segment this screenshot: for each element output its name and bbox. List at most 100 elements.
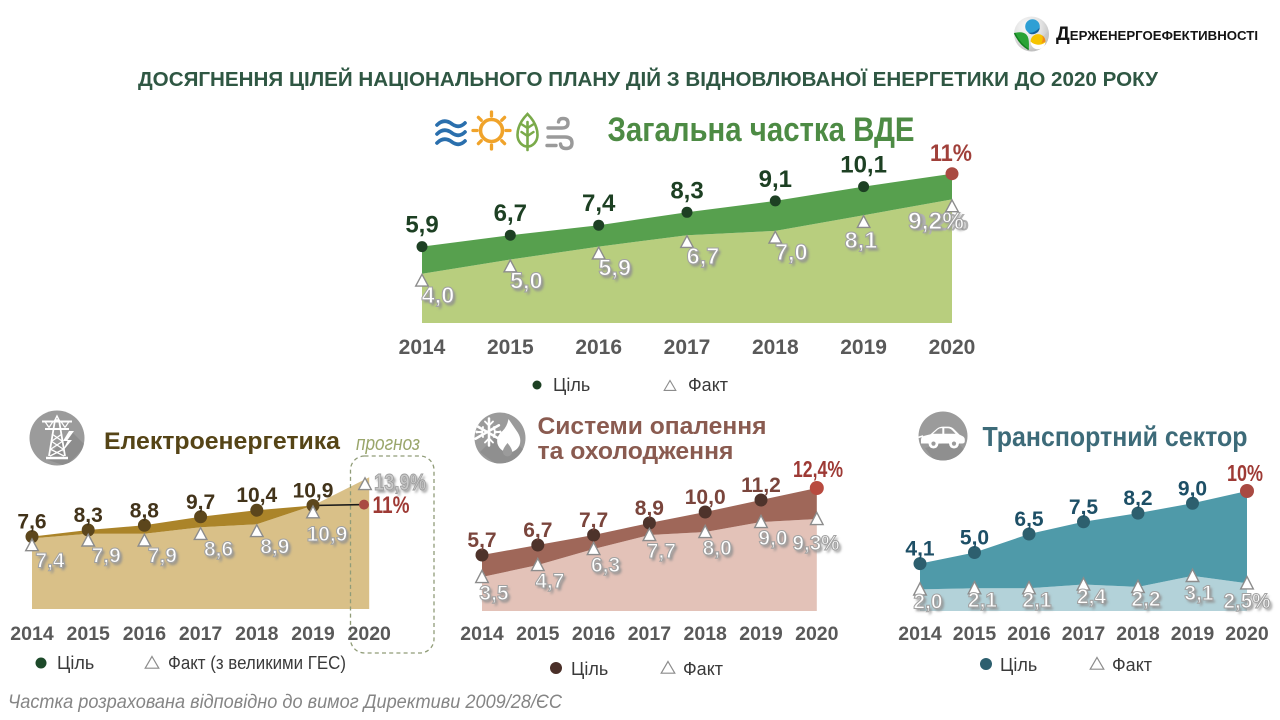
svg-text:2,2: 2,2 — [1133, 590, 1162, 613]
svg-text:5,7: 5,7 — [467, 529, 496, 552]
svg-text:Ціль: Ціль — [553, 375, 590, 395]
svg-text:2014: 2014 — [399, 336, 446, 359]
svg-text:13,9%: 13,9% — [376, 472, 428, 498]
svg-text:2,5%: 2,5% — [1226, 593, 1273, 616]
svg-text:9,0: 9,0 — [1178, 477, 1207, 500]
svg-text:10,9: 10,9 — [309, 526, 350, 549]
svg-text:10,9: 10,9 — [307, 523, 348, 546]
svg-text:9,1: 9,1 — [759, 166, 792, 193]
svg-text:7,6: 7,6 — [17, 511, 46, 534]
svg-text:8,0: 8,0 — [703, 537, 732, 560]
svg-text:ДОСЯГНЕННЯ ЦІЛЕЙ НАЦІОНАЛЬНОГ: ДОСЯГНЕННЯ ЦІЛЕЙ НАЦІОНАЛЬНОГО ПЛАНУ ДІЙ… — [138, 67, 1159, 91]
svg-text:8,0: 8,0 — [705, 540, 734, 563]
svg-text:2,4: 2,4 — [1079, 588, 1109, 611]
svg-text:3,5: 3,5 — [479, 582, 509, 605]
svg-text:4,0: 4,0 — [422, 282, 455, 308]
svg-text:7,7: 7,7 — [647, 540, 676, 563]
svg-text:8,9: 8,9 — [262, 538, 291, 561]
svg-text:2020: 2020 — [929, 336, 976, 359]
svg-text:5,0: 5,0 — [512, 270, 545, 296]
svg-text:2015: 2015 — [953, 623, 997, 645]
svg-text:7,7: 7,7 — [579, 509, 608, 532]
svg-text:2,1: 2,1 — [968, 589, 998, 612]
svg-text:2020: 2020 — [1225, 623, 1269, 645]
svg-text:9,0: 9,0 — [758, 527, 787, 550]
svg-text:7,4: 7,4 — [582, 190, 616, 217]
svg-text:2020: 2020 — [348, 623, 392, 645]
svg-text:7,9: 7,9 — [148, 545, 177, 568]
svg-text:8,3: 8,3 — [74, 504, 103, 527]
svg-text:Системи опалення: Системи опалення — [538, 413, 767, 440]
svg-text:та охолодження: та охолодження — [538, 438, 734, 465]
svg-text:Транспортний сектор: Транспортний сектор — [983, 421, 1248, 452]
svg-text:2016: 2016 — [575, 336, 622, 359]
svg-text:6,7: 6,7 — [523, 519, 552, 542]
svg-text:8,6: 8,6 — [206, 541, 235, 564]
svg-text:8,9: 8,9 — [260, 535, 289, 558]
svg-text:12,4%: 12,4% — [793, 456, 843, 482]
svg-text:5,0: 5,0 — [960, 527, 989, 550]
svg-text:8,2: 8,2 — [1123, 487, 1152, 510]
svg-text:5,9: 5,9 — [600, 257, 633, 283]
svg-text:6,7: 6,7 — [689, 246, 722, 272]
svg-text:2019: 2019 — [1171, 623, 1215, 645]
svg-text:2014: 2014 — [898, 623, 942, 645]
svg-text:прогноз: прогноз — [356, 433, 420, 455]
svg-text:2019: 2019 — [739, 623, 783, 645]
svg-text:Факт: Факт — [683, 659, 723, 679]
svg-text:2,2: 2,2 — [1131, 588, 1160, 611]
svg-text:7,9: 7,9 — [150, 547, 179, 570]
svg-text:2019: 2019 — [291, 623, 335, 645]
svg-text:4,1: 4,1 — [905, 538, 935, 561]
svg-text:4,0: 4,0 — [424, 284, 457, 310]
svg-text:2,0: 2,0 — [913, 590, 942, 613]
svg-text:8,1: 8,1 — [847, 230, 880, 256]
svg-text:8,6: 8,6 — [204, 538, 233, 561]
svg-text:2017: 2017 — [628, 623, 671, 645]
svg-text:3,1: 3,1 — [1184, 582, 1214, 605]
svg-text:Держенергоефективності: Держенергоефективності — [1056, 24, 1258, 45]
svg-text:Факт (з великими ГЕС): Факт (з великими ГЕС) — [168, 653, 346, 673]
svg-text:3,1: 3,1 — [1186, 585, 1216, 608]
svg-text:2014: 2014 — [10, 623, 54, 645]
svg-text:10%: 10% — [1227, 460, 1263, 486]
svg-text:6,3: 6,3 — [593, 557, 622, 580]
svg-text:9,3%: 9,3% — [793, 532, 840, 555]
svg-text:2017: 2017 — [1062, 623, 1105, 645]
svg-text:7,4: 7,4 — [37, 552, 67, 575]
svg-text:11%: 11% — [373, 492, 410, 519]
svg-text:5,0: 5,0 — [510, 268, 543, 294]
svg-text:Ціль: Ціль — [1000, 655, 1037, 675]
svg-text:Факт: Факт — [1112, 655, 1152, 675]
svg-text:8,9: 8,9 — [635, 497, 664, 520]
svg-text:5,9: 5,9 — [598, 255, 631, 281]
svg-text:2,0: 2,0 — [915, 593, 944, 616]
svg-text:2018: 2018 — [1116, 623, 1160, 645]
svg-text:7,0: 7,0 — [775, 239, 808, 265]
svg-text:7,9: 7,9 — [94, 547, 123, 570]
svg-text:2,1: 2,1 — [970, 592, 1000, 615]
svg-text:Частка розрахована відповідно: Частка розрахована відповідно до вимог Д… — [8, 692, 562, 713]
svg-text:7,9: 7,9 — [92, 545, 121, 568]
svg-text:2019: 2019 — [840, 336, 887, 359]
svg-text:2020: 2020 — [795, 623, 839, 645]
svg-text:3,5: 3,5 — [481, 585, 511, 608]
svg-text:8,1: 8,1 — [845, 227, 878, 253]
svg-text:2015: 2015 — [67, 623, 111, 645]
svg-text:Факт: Факт — [688, 375, 728, 395]
svg-text:6,7: 6,7 — [494, 200, 527, 227]
svg-text:10,0: 10,0 — [685, 486, 726, 509]
svg-text:6,3: 6,3 — [591, 554, 620, 577]
svg-text:2016: 2016 — [123, 623, 167, 645]
svg-text:11,2: 11,2 — [741, 474, 781, 497]
svg-text:10,9: 10,9 — [293, 480, 334, 503]
svg-text:9,2%: 9,2% — [908, 208, 964, 235]
svg-text:2017: 2017 — [179, 623, 222, 645]
svg-text:Електроенергетика: Електроенергетика — [104, 428, 341, 455]
svg-text:2016: 2016 — [1007, 623, 1051, 645]
svg-text:2,5%: 2,5% — [1224, 590, 1271, 613]
svg-text:2018: 2018 — [752, 336, 799, 359]
svg-text:Ціль: Ціль — [571, 659, 608, 679]
svg-text:2015: 2015 — [487, 336, 534, 359]
svg-text:9,2%: 9,2% — [913, 210, 969, 237]
